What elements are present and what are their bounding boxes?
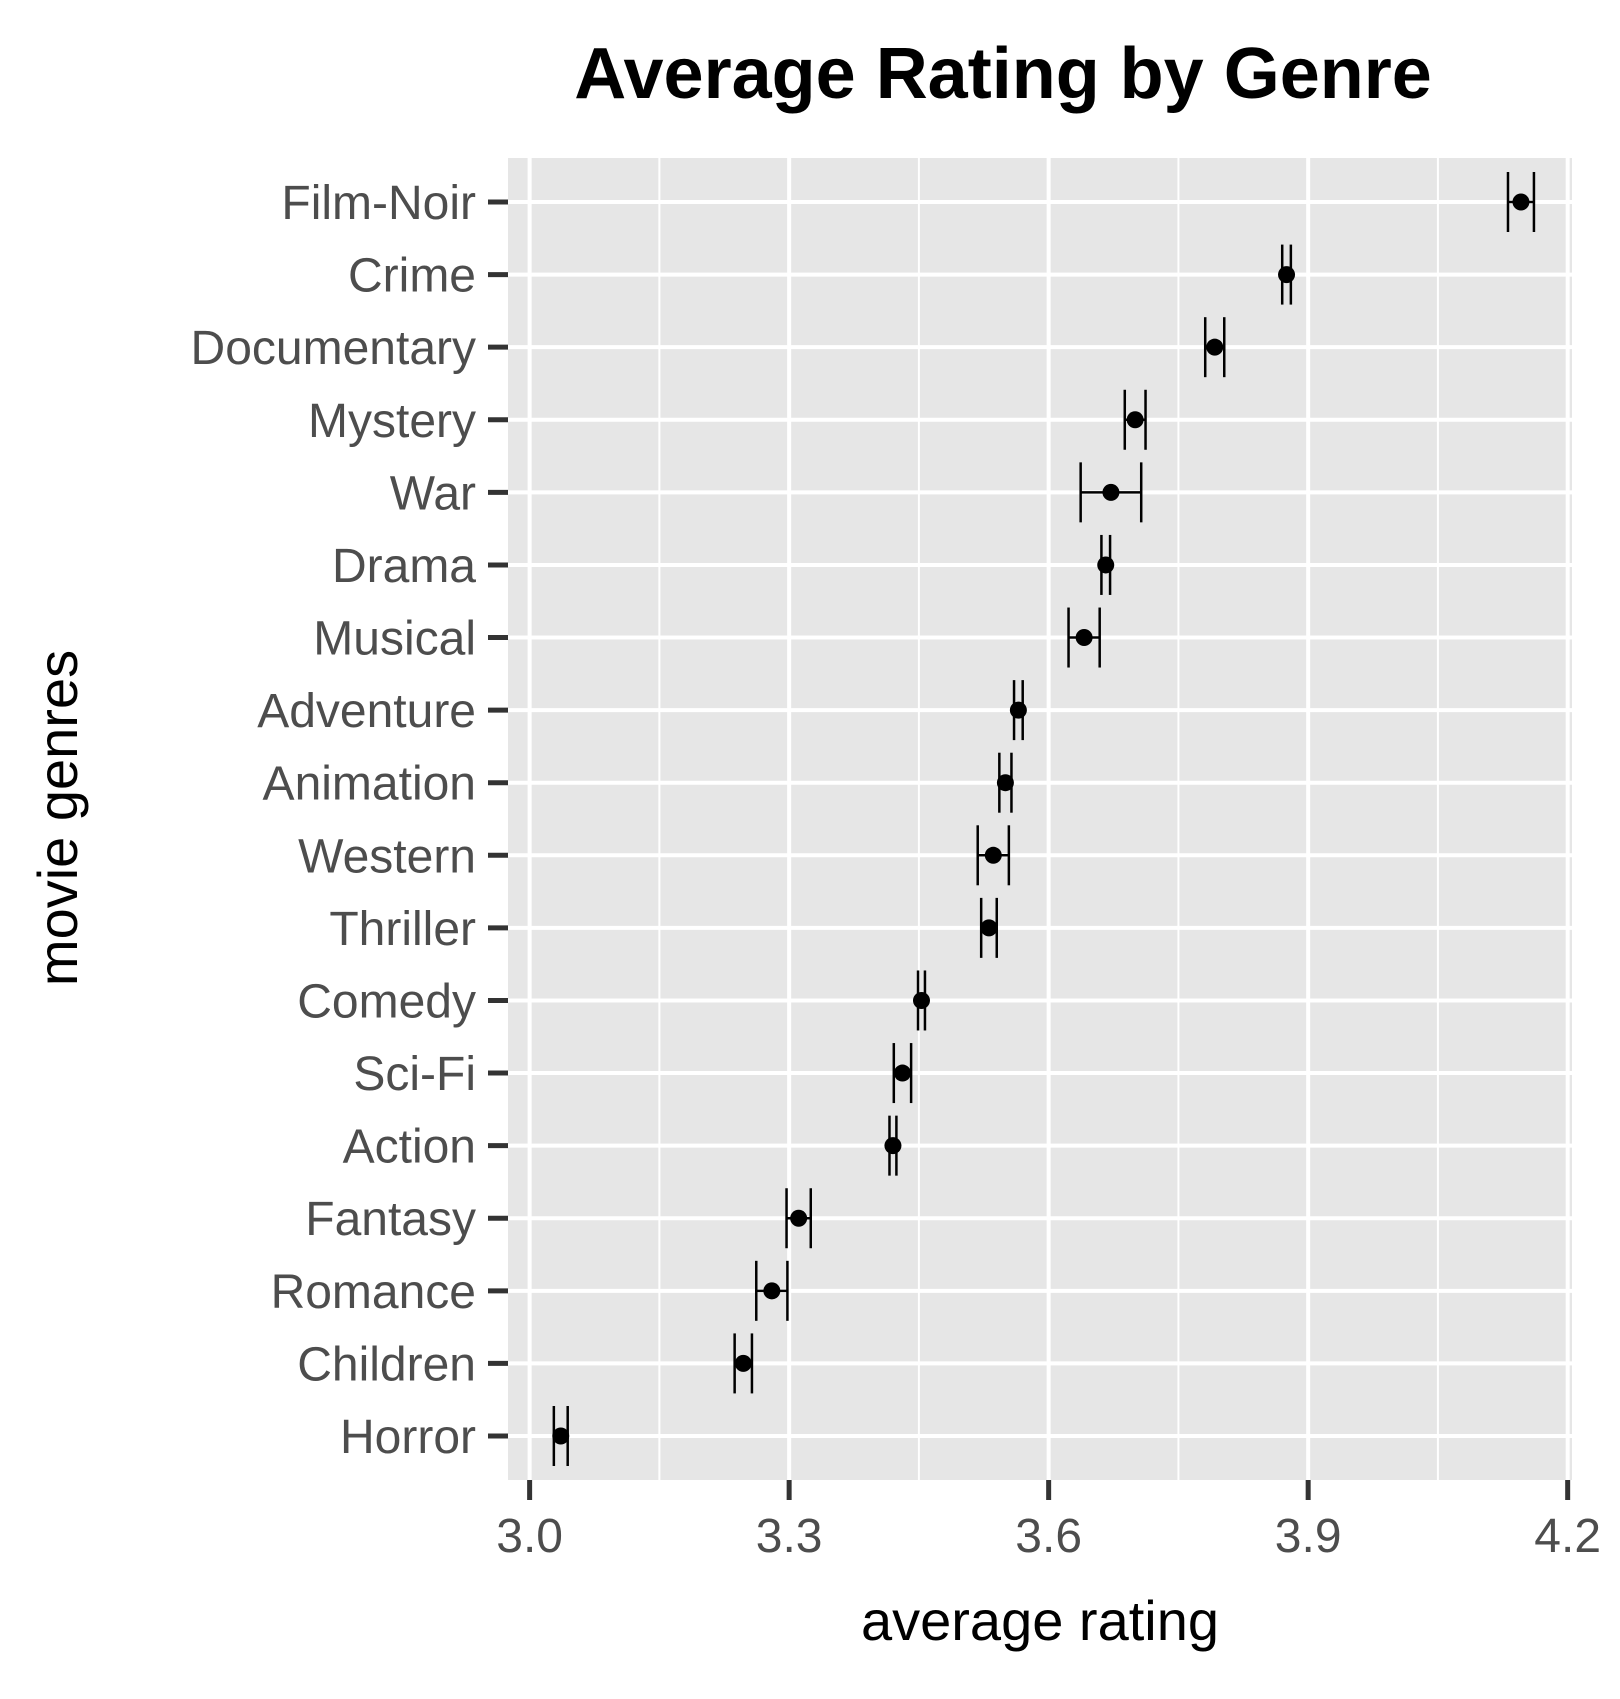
data-point xyxy=(1278,266,1296,284)
y-axis-title: movie genres xyxy=(26,650,89,986)
data-point xyxy=(734,1354,752,1372)
data-point xyxy=(763,1282,781,1300)
x-axis: 3.0 3.3 3.6 3.9 4.2 xyxy=(496,1480,1601,1563)
data-point xyxy=(1512,193,1530,211)
y-tick-label: Horror xyxy=(340,1411,476,1464)
data-point xyxy=(912,991,930,1009)
data-point xyxy=(984,846,1002,864)
y-tick-label: War xyxy=(390,467,476,520)
y-tick-label: Sci-Fi xyxy=(353,1048,476,1101)
y-tick-label: Drama xyxy=(332,540,476,593)
y-tick-label: Thriller xyxy=(329,903,476,956)
y-tick-label: Musical xyxy=(313,613,476,666)
plot-panel xyxy=(508,158,1572,1480)
x-tick-label: 3.6 xyxy=(1015,1510,1082,1563)
grid-minor xyxy=(658,158,1439,1480)
x-tick-label: 3.3 xyxy=(756,1510,823,1563)
x-tick-label: 3.0 xyxy=(496,1510,563,1563)
data-point xyxy=(884,1137,902,1155)
y-axis: Film-Noir Crime Documentary Mystery War Drama… xyxy=(191,177,508,1464)
y-tick-label: Adventure xyxy=(257,685,476,738)
grid-major xyxy=(508,158,1572,1480)
y-tick-label: Mystery xyxy=(308,395,476,448)
data-point xyxy=(552,1427,570,1445)
data-point xyxy=(1075,629,1093,647)
y-tick-label: Action xyxy=(343,1121,476,1174)
y-tick-label: Comedy xyxy=(297,975,476,1028)
y-tick-label: Film-Noir xyxy=(281,177,476,230)
data-point xyxy=(980,919,998,937)
y-tick-label: Children xyxy=(297,1338,476,1391)
y-tick-label: Documentary xyxy=(191,322,476,375)
data-point xyxy=(1206,338,1224,356)
y-tick-label: Animation xyxy=(263,758,476,811)
y-tick-label: Western xyxy=(298,830,476,883)
x-tick-label: 3.9 xyxy=(1275,1510,1342,1563)
data-point xyxy=(1009,701,1027,719)
data-point xyxy=(893,1064,911,1082)
data-points xyxy=(552,193,1530,1445)
data-point xyxy=(790,1209,808,1227)
data-point xyxy=(1097,556,1115,574)
x-axis-title: average rating xyxy=(861,1589,1219,1652)
chart-title: Average Rating by Genre xyxy=(574,34,1432,114)
y-tick-label: Crime xyxy=(348,250,476,303)
y-tick-label: Romance xyxy=(271,1266,476,1319)
data-point xyxy=(996,774,1014,792)
y-tick-label: Fantasy xyxy=(305,1193,476,1246)
x-tick-label: 4.2 xyxy=(1534,1510,1601,1563)
data-point xyxy=(1126,411,1144,429)
data-point xyxy=(1102,483,1120,501)
